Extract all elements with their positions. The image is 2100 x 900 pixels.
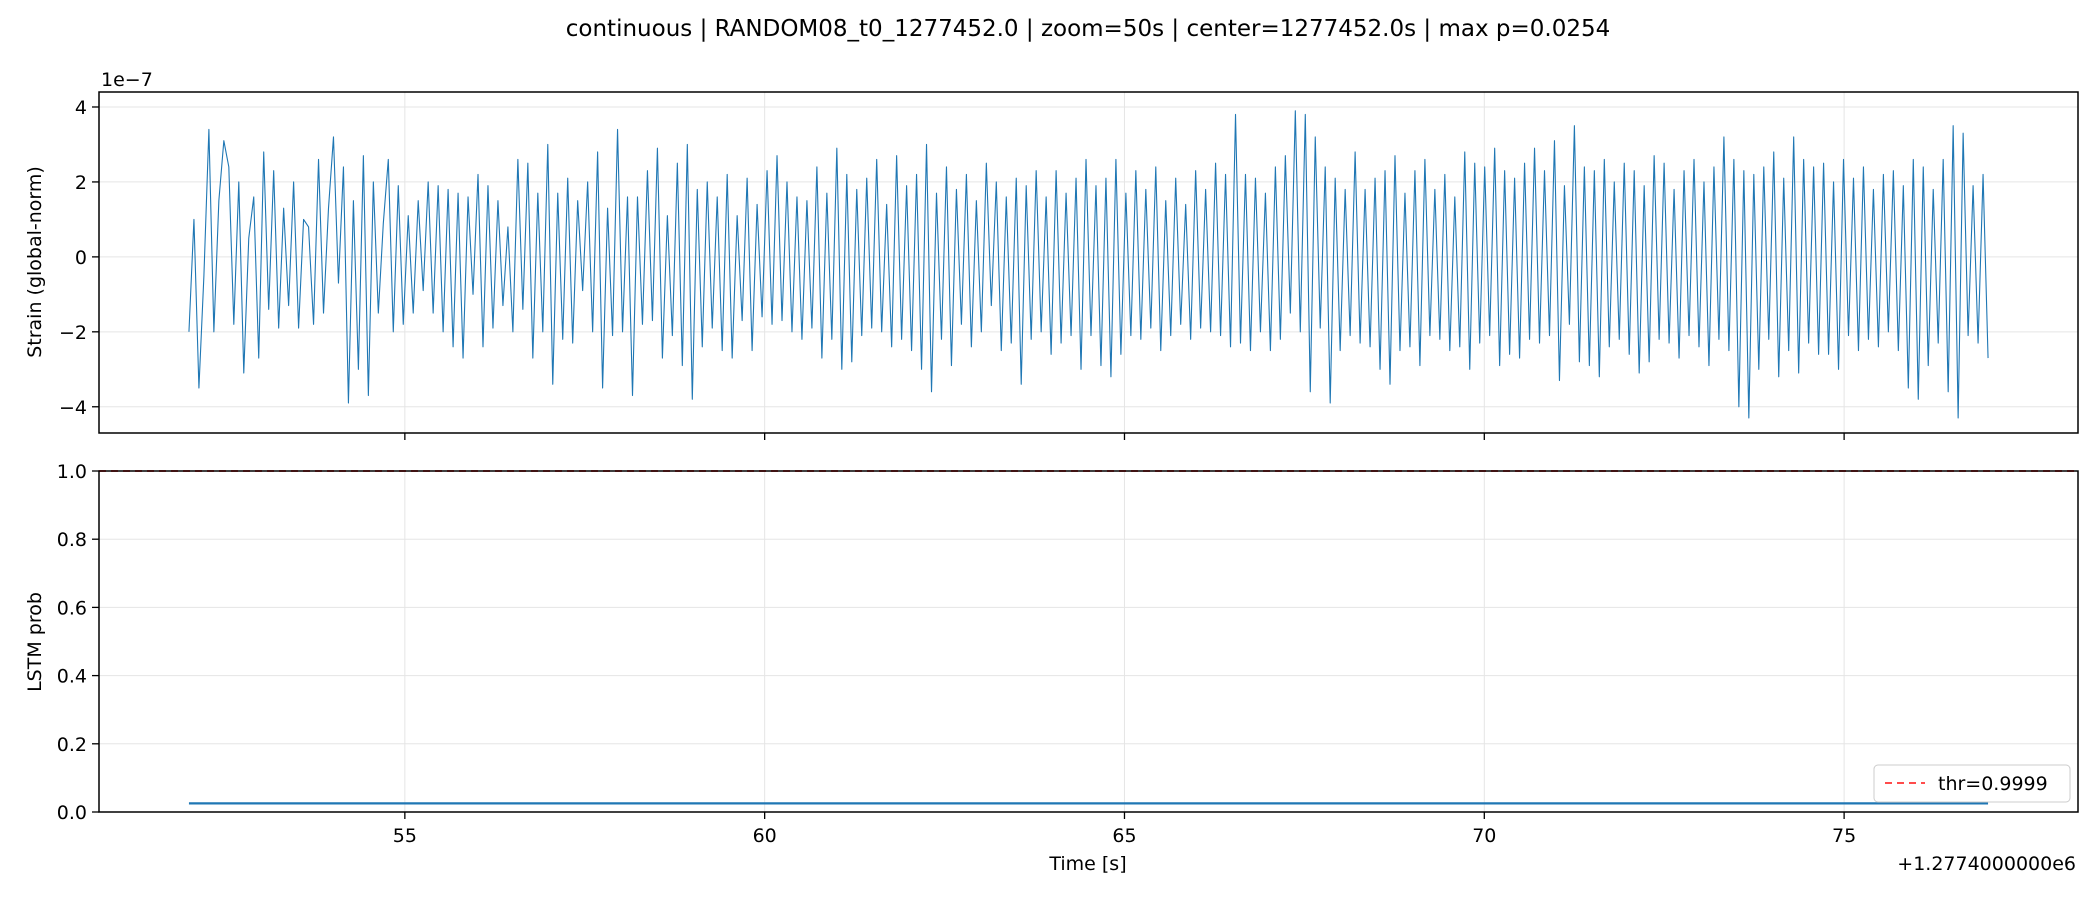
legend: thr=0.9999: [1873, 764, 2071, 803]
lstm-y-tick-label: 0.8: [57, 529, 87, 551]
lstm-x-ticks: 55 60 65 70 75: [393, 812, 1856, 847]
strain-x-ticks: [404, 433, 1845, 440]
strain-panel: 4 2 0 −2 −4 1e−7 Strain (global-norm): [24, 69, 2079, 440]
lstm-axes-frame: [98, 470, 2079, 813]
legend-threshold-label: thr=0.9999: [1938, 773, 2048, 795]
legend-box: [1873, 764, 2071, 803]
x-tick-label: 55: [393, 825, 417, 847]
strain-y-tick-label: −4: [59, 397, 87, 419]
strain-y-tick-label: −2: [59, 322, 87, 344]
x-tick-label: 75: [1832, 825, 1856, 847]
strain-y-label: Strain (global-norm): [24, 166, 46, 358]
lstm-y-tick-label: 0.2: [57, 734, 87, 756]
x-offset-label: +1.2774000000e6: [1897, 853, 2076, 875]
strain-y-exponent: 1e−7: [101, 69, 153, 91]
lstm-y-tick-label: 1.0: [57, 461, 87, 483]
strain-axes-frame: [98, 91, 2079, 434]
lstm-y-ticks: 0.0 0.2 0.4 0.6 0.8 1.0: [57, 461, 99, 824]
lstm-y-label: LSTM prob: [24, 592, 46, 692]
lstm-y-tick-label: 0.0: [57, 802, 87, 824]
lstm-y-tick-label: 0.6: [57, 597, 87, 619]
strain-line: [188, 110, 1989, 419]
strain-y-tick-label: 0: [75, 247, 87, 269]
strain-y-ticks: 4 2 0 −2 −4: [59, 97, 99, 419]
strain-series: [188, 110, 1989, 419]
x-axis-label: Time [s]: [1048, 853, 1126, 875]
x-tick-label: 65: [1112, 825, 1136, 847]
lstm-y-tick-label: 0.4: [57, 666, 87, 688]
x-tick-label: 60: [753, 825, 777, 847]
strain-y-tick-label: 4: [75, 97, 87, 119]
figure-title: continuous | RANDOM08_t0_1277452.0 | zoo…: [566, 16, 1610, 42]
lstm-panel: 0.00.20.40.60.81.0 55 60 65 70 75 LSTM prob …: [24, 461, 2079, 875]
strain-y-tick-label: 2: [75, 172, 87, 194]
x-tick-label: 70: [1472, 825, 1496, 847]
